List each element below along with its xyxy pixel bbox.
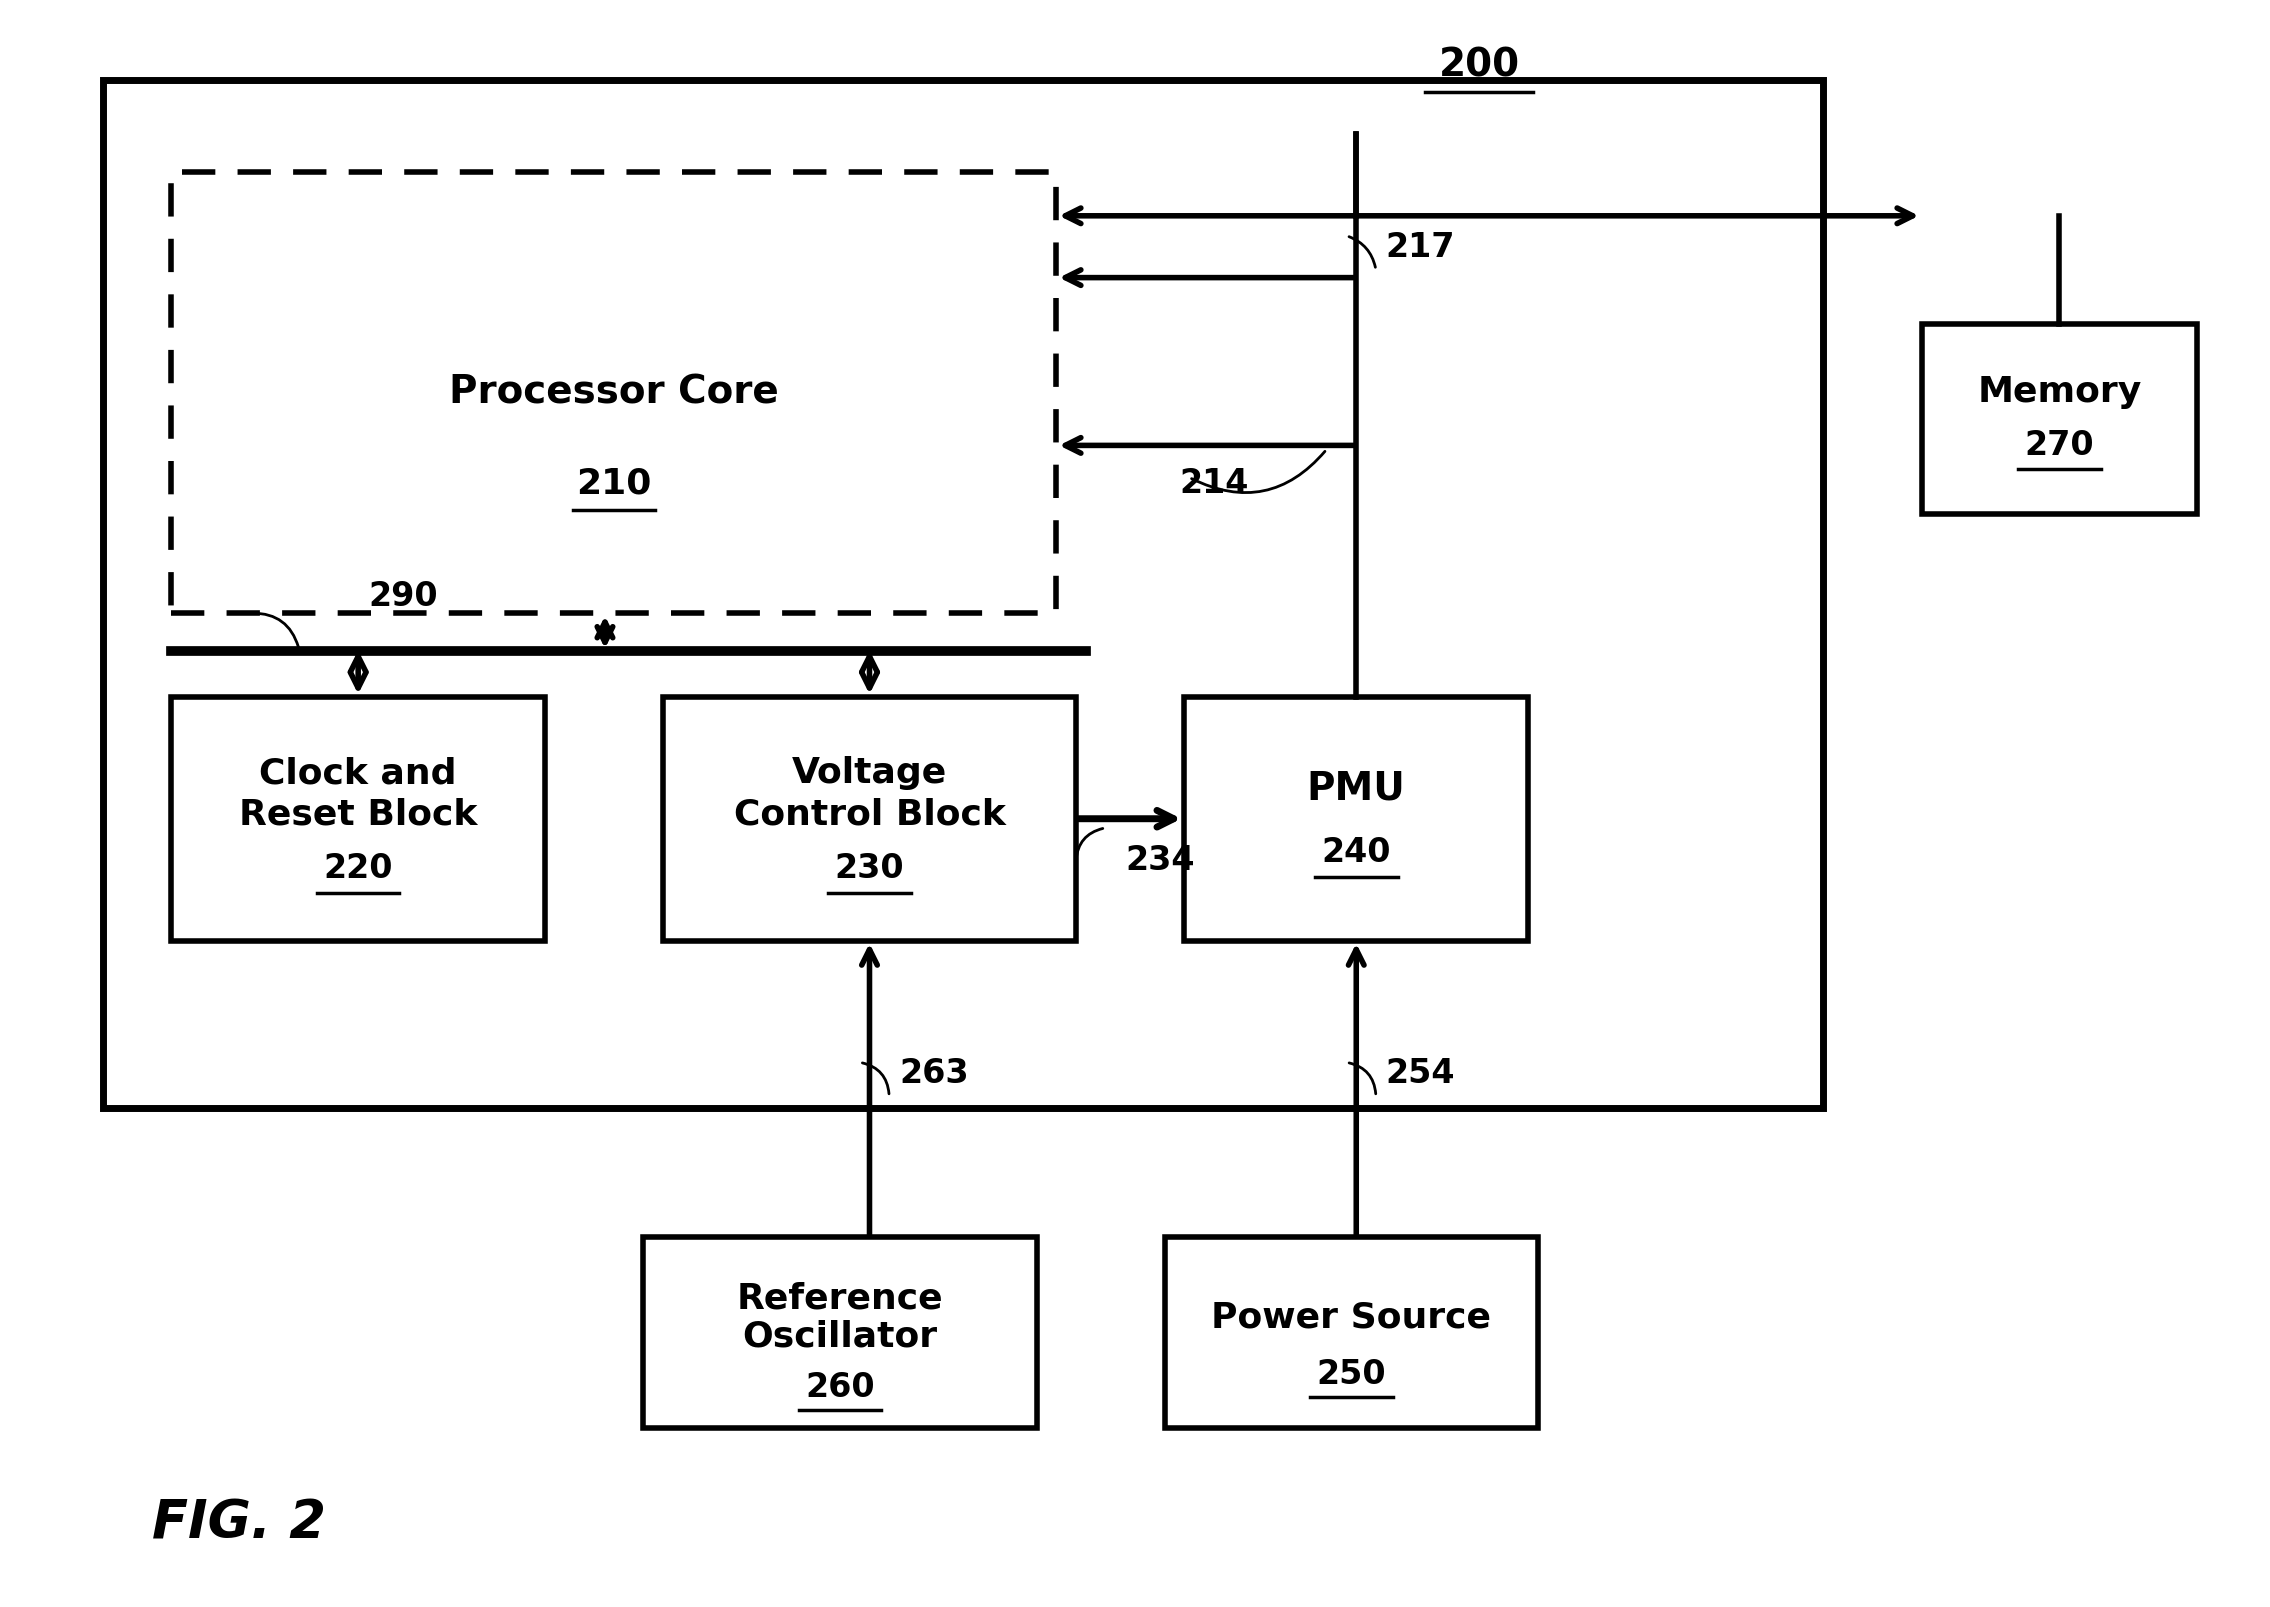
- Text: Clock and: Clock and: [259, 755, 456, 791]
- Text: Oscillator: Oscillator: [742, 1319, 938, 1353]
- Bar: [642, 1237, 1037, 1427]
- Bar: [1923, 325, 2197, 514]
- Bar: [170, 172, 1056, 614]
- Bar: [663, 697, 1076, 940]
- Text: Memory: Memory: [1977, 376, 2141, 410]
- Text: Processor Core: Processor Core: [449, 373, 779, 411]
- Text: 200: 200: [1439, 47, 1519, 84]
- Text: 210: 210: [577, 466, 651, 501]
- Text: Control Block: Control Block: [733, 799, 1006, 832]
- Text: 270: 270: [2025, 429, 2095, 463]
- Text: Voltage: Voltage: [792, 755, 947, 791]
- Text: 290: 290: [368, 580, 438, 614]
- Text: 230: 230: [835, 852, 903, 885]
- Text: 217: 217: [1385, 231, 1455, 264]
- Text: Reset Block: Reset Block: [238, 799, 477, 832]
- Text: 234: 234: [1126, 844, 1194, 877]
- Bar: [102, 80, 1823, 1107]
- Bar: [1185, 697, 1528, 940]
- Text: 254: 254: [1385, 1057, 1455, 1090]
- Bar: [170, 697, 545, 940]
- Text: 214: 214: [1178, 468, 1249, 500]
- Text: 220: 220: [322, 852, 393, 885]
- Text: 260: 260: [806, 1371, 874, 1405]
- Text: 240: 240: [1321, 837, 1392, 869]
- Text: Reference: Reference: [738, 1281, 944, 1315]
- Text: FIG. 2: FIG. 2: [152, 1498, 325, 1549]
- Bar: [1165, 1237, 1539, 1427]
- Text: Power Source: Power Source: [1212, 1300, 1491, 1334]
- Text: 250: 250: [1317, 1358, 1387, 1392]
- Text: 263: 263: [899, 1057, 969, 1090]
- Text: PMU: PMU: [1308, 770, 1405, 807]
